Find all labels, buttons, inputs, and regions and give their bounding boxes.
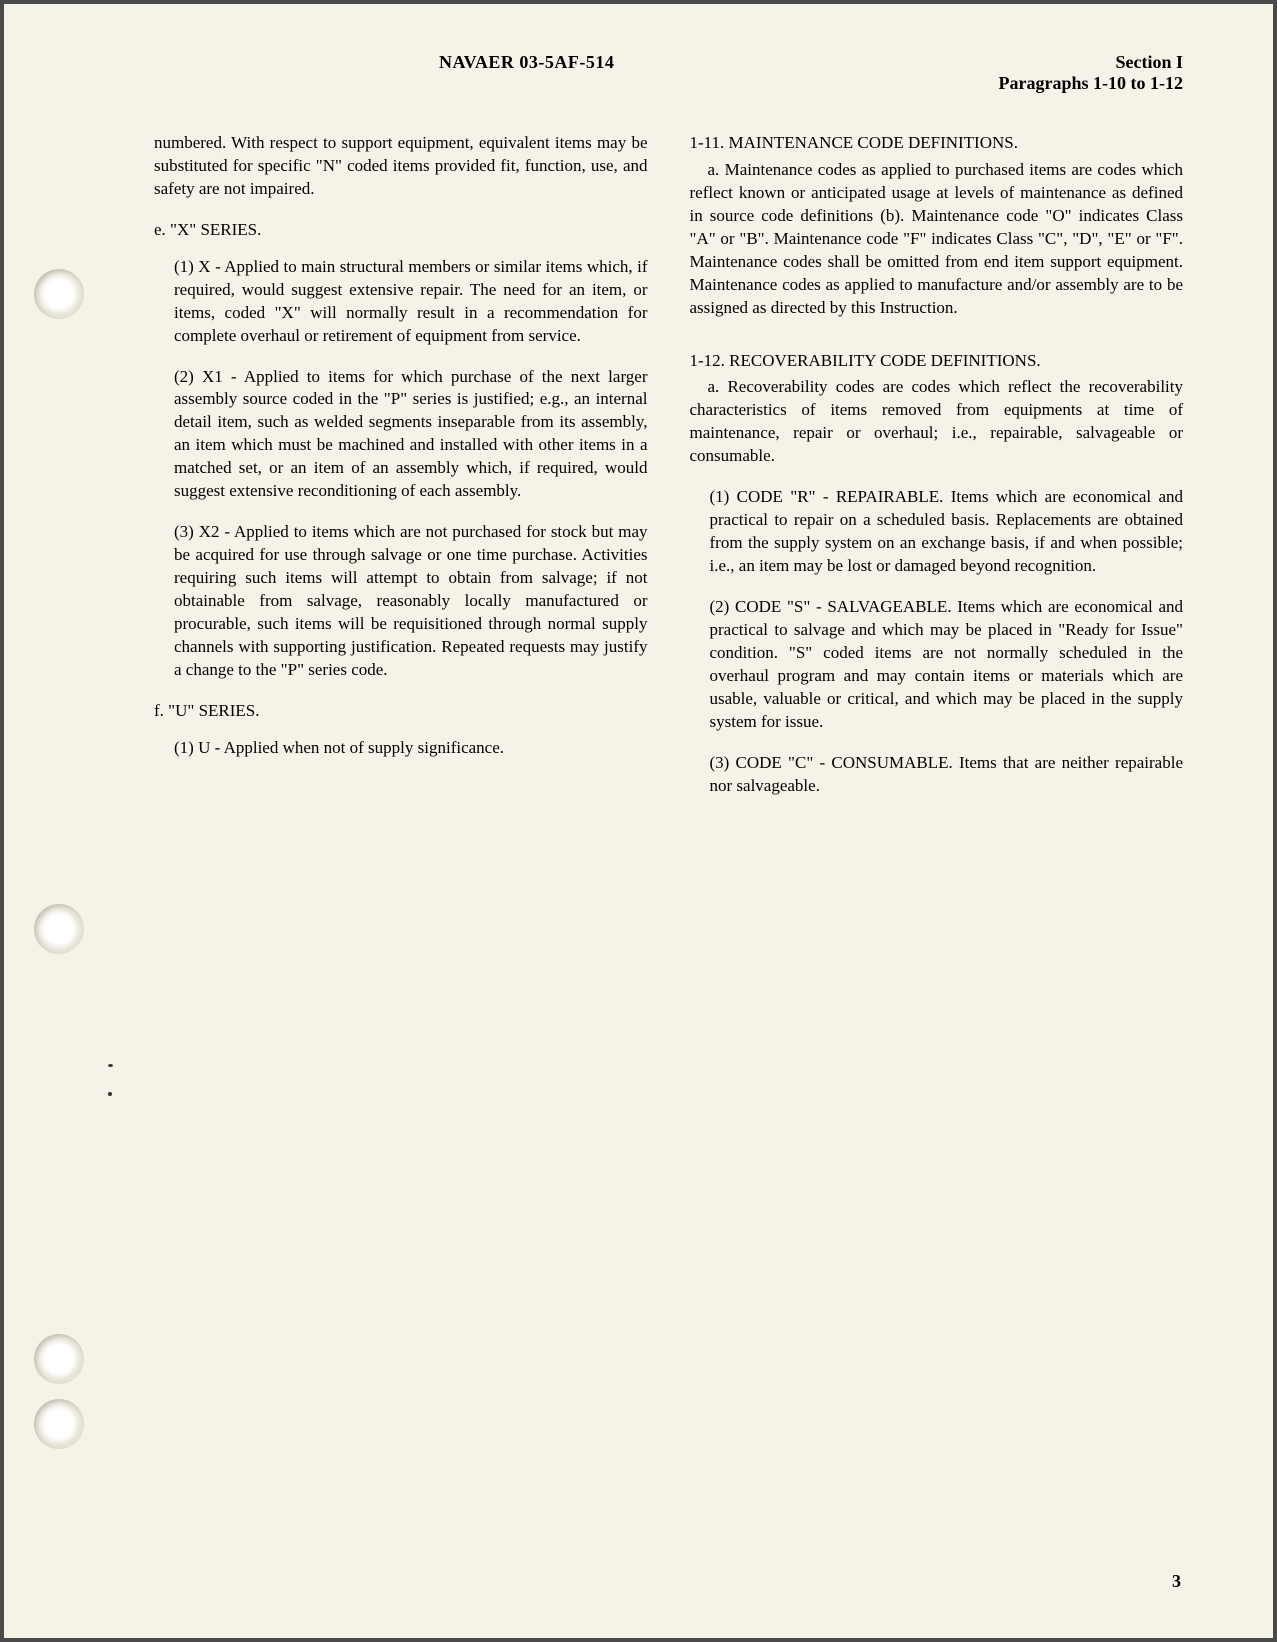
page-number: 3 [1172,1571,1181,1592]
x-series-heading: e. "X" SERIES. [154,219,648,242]
section-111-heading: 1-11. MAINTENANCE CODE DEFINITIONS. [690,132,1184,155]
code-c-definition: (3) CODE "C" - CONSUMABLE. Items that ar… [690,752,1184,798]
section-112-a: a. Recoverability codes are codes which … [690,376,1184,468]
intro-paragraph: numbered. With respect to support equipm… [154,132,648,201]
section-111-a: a. Maintenance codes as applied to purch… [690,159,1184,320]
u-definition: (1) U - Applied when not of supply signi… [154,737,648,760]
code-s-definition: (2) CODE "S" - SALVAGEABLE. Items which … [690,596,1184,734]
section-info: Section I Paragraphs 1-10 to 1-12 [999,52,1183,94]
binder-hole [34,269,84,319]
section-112-heading: 1-12. RECOVERABILITY CODE DEFINITIONS. [690,350,1184,373]
paragraph-range: Paragraphs 1-10 to 1-12 [999,73,1183,94]
x2-definition: (3) X2 - Applied to items which are not … [154,521,648,682]
x1-definition: (2) X1 - Applied to items for which purc… [154,366,648,504]
u-series-heading: f. "U" SERIES. [154,700,648,723]
document-number: NAVAER 03-5AF-514 [439,52,614,94]
mark [108,1064,113,1067]
document-page: NAVAER 03-5AF-514 Section I Paragraphs 1… [4,4,1273,1638]
code-r-definition: (1) CODE "R" - REPAIRABLE. Items which a… [690,486,1184,578]
content-area: numbered. With respect to support equipm… [119,132,1183,815]
binder-hole [34,1399,84,1449]
left-column: numbered. With respect to support equipm… [154,132,648,815]
page-header: NAVAER 03-5AF-514 Section I Paragraphs 1… [119,52,1183,94]
x-definition: (1) X - Applied to main structural membe… [154,256,648,348]
mark [108,1092,112,1096]
right-column: 1-11. MAINTENANCE CODE DEFINITIONS. a. M… [690,132,1184,815]
section-label: Section I [999,52,1183,73]
binder-hole [34,1334,84,1384]
binder-hole [34,904,84,954]
